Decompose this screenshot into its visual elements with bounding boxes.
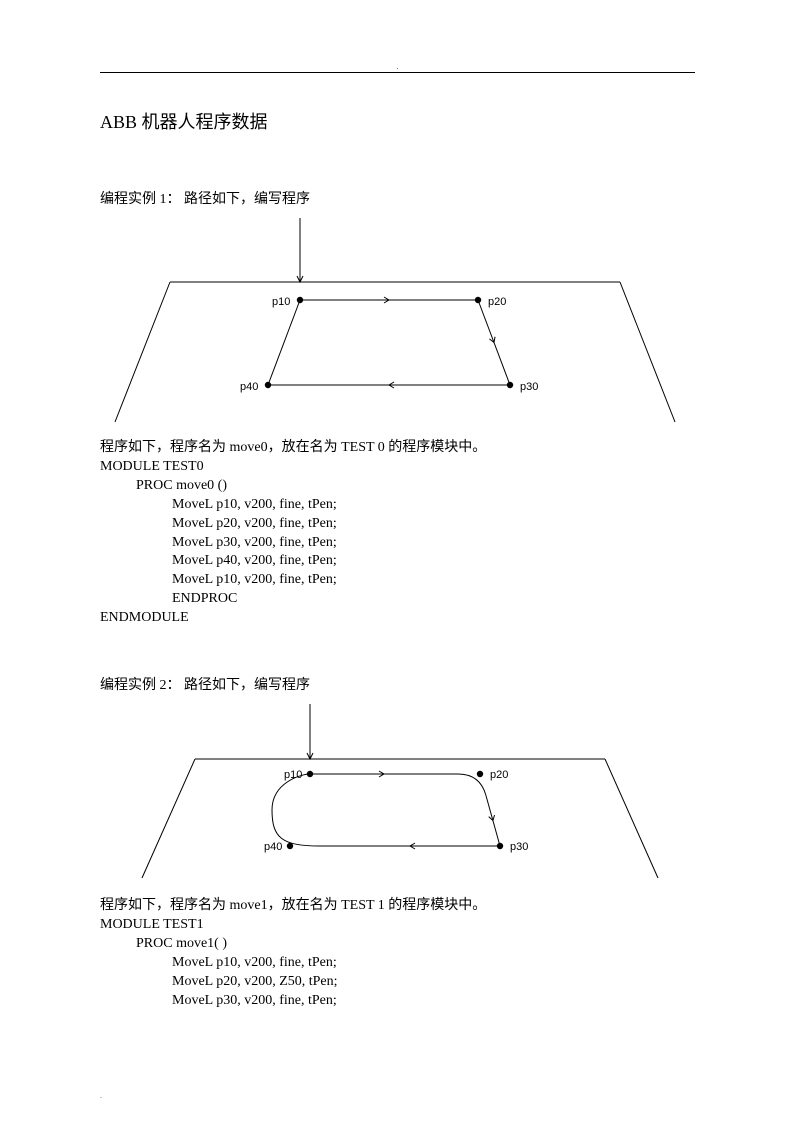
- page-title: ABB 机器人程序数据: [100, 108, 693, 134]
- svg-text:p40: p40: [240, 381, 258, 393]
- example-1-code: MODULE TEST0PROC move0 ()MoveL p10, v200…: [100, 458, 693, 628]
- code-line: ENDMODULE: [100, 609, 693, 628]
- code-line: MODULE TEST0: [100, 458, 693, 477]
- svg-text:p40: p40: [264, 841, 282, 853]
- code-line: PROC move1( ): [100, 935, 693, 954]
- example-1-diagram: p10 p20 p30 p40: [100, 210, 690, 428]
- code-line: MODULE TEST1: [100, 916, 693, 935]
- example-2-description: 程序如下，程序名为 move1，放在名为 TEST 1 的程序模块中。: [100, 894, 693, 914]
- code-line: MoveL p30, v200, fine, tPen;: [100, 534, 693, 553]
- svg-text:p10: p10: [272, 296, 290, 308]
- code-line: MoveL p10, v200, fine, tPen;: [100, 496, 693, 515]
- svg-text:p10: p10: [284, 769, 302, 781]
- code-line: MoveL p20, v200, Z50, tPen;: [100, 973, 693, 992]
- example-1-label: 编程实例 1： 路径如下，编写程序: [100, 188, 693, 208]
- example-2-label: 编程实例 2： 路径如下，编写程序: [100, 674, 693, 694]
- header-rule: [100, 72, 695, 73]
- svg-text:p20: p20: [488, 296, 506, 308]
- svg-text:p20: p20: [490, 769, 508, 781]
- example-1-description: 程序如下，程序名为 move0，放在名为 TEST 0 的程序模块中。: [100, 436, 693, 456]
- svg-text:p30: p30: [510, 841, 528, 853]
- code-line: PROC move0 (): [100, 477, 693, 496]
- code-line: ENDPROC: [100, 590, 693, 609]
- code-line: MoveL p40, v200, fine, tPen;: [100, 552, 693, 571]
- header-mark: .: [397, 62, 399, 71]
- code-line: MoveL p10, v200, fine, tPen;: [100, 954, 693, 973]
- code-line: MoveL p30, v200, fine, tPen;: [100, 992, 693, 1011]
- example-2-diagram: p10 p20 p30 p40: [100, 696, 690, 886]
- document-page: . ABB 机器人程序数据 编程实例 1： 路径如下，编写程序 p10 p20 p3…: [0, 0, 793, 1122]
- code-line: MoveL p20, v200, fine, tPen;: [100, 515, 693, 534]
- footer-mark: .: [100, 1091, 102, 1100]
- code-line: MoveL p10, v200, fine, tPen;: [100, 571, 693, 590]
- example-2-code: MODULE TEST1PROC move1( )MoveL p10, v200…: [100, 916, 693, 1010]
- svg-text:p30: p30: [520, 381, 538, 393]
